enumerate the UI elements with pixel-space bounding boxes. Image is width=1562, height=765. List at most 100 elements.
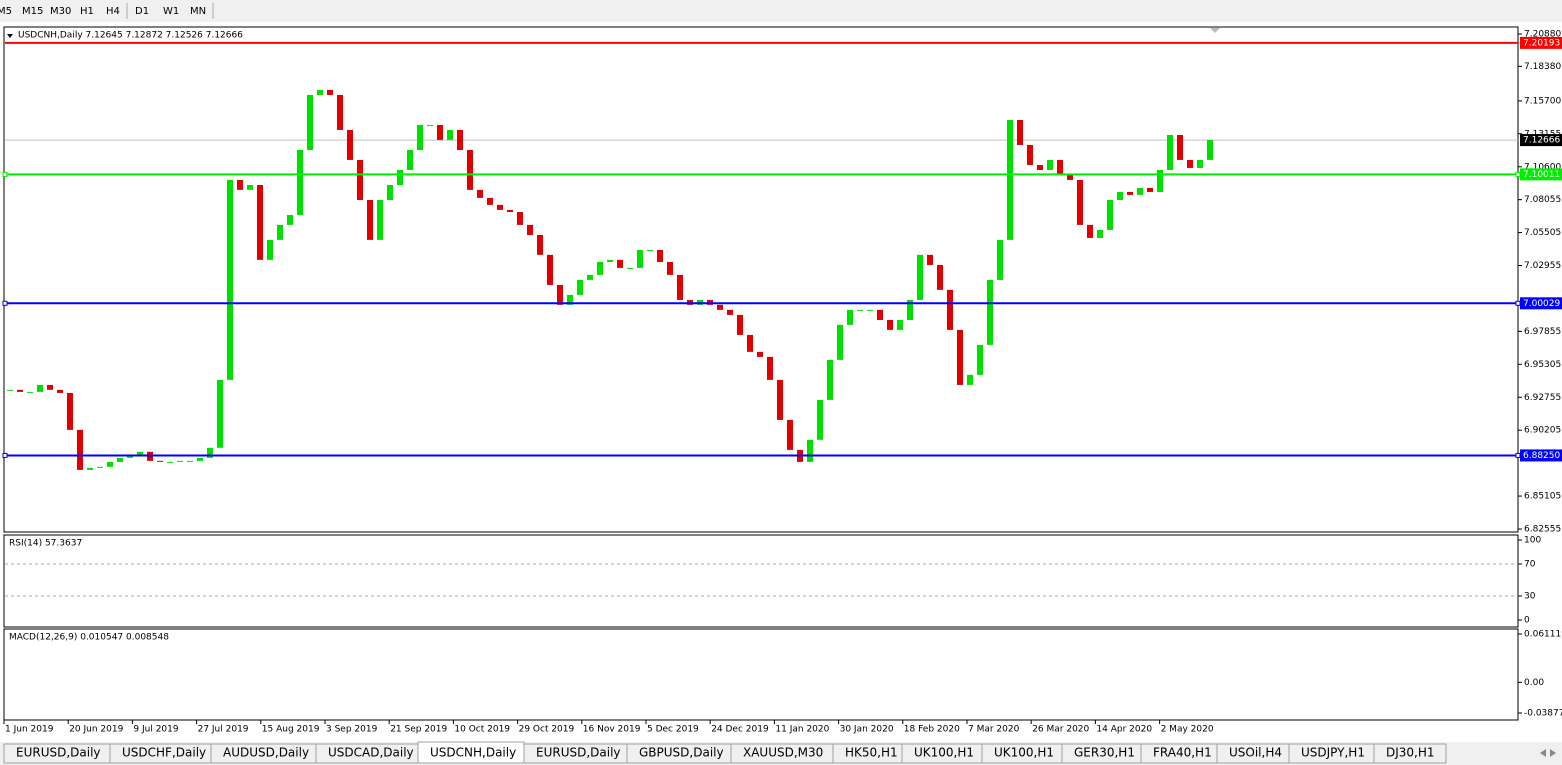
candle [387,184,393,200]
tab-label[interactable]: AUDUSD,Daily [223,746,309,760]
tab-label[interactable]: XAUUSD,M30 [743,746,823,760]
candle [1157,170,1163,192]
tab-label[interactable]: DJ30,H1 [1386,746,1435,760]
tab-label[interactable]: UK100,H1 [994,746,1054,760]
candle [907,299,913,320]
candle [167,461,173,463]
candle [1207,140,1213,160]
level-handle [1515,171,1521,177]
date-label: 26 Mar 2020 [1032,725,1089,735]
candle [617,259,623,268]
candle [967,374,973,385]
tab-label[interactable]: EURUSD,Daily [16,746,101,760]
symbol-info: USDCNH,Daily 7.12645 7.12872 7.12526 7.1… [18,31,243,41]
price-tick-label: 6.97855 [1524,327,1561,337]
macd-title: MACD(12,26,9) 0.010547 0.008548 [9,633,169,643]
tab[interactable] [1373,743,1447,764]
timeframe-button[interactable]: M15 [22,6,43,17]
candle [1027,144,1033,165]
candle [937,264,943,290]
candle [657,249,663,262]
rsi-title: RSI(14) 57.3637 [9,539,82,549]
level-label: 6.88250 [1523,451,1560,461]
candle [57,389,63,393]
price-tick-label: 6.92755 [1524,393,1561,403]
date-label: 14 Apr 2020 [1096,725,1152,735]
tab-label[interactable]: USDCNH,Daily [430,746,516,760]
candle [377,199,383,240]
candle [1057,159,1063,175]
candle [327,89,333,95]
candle [287,214,293,225]
level-handle [2,171,8,177]
price-tick-label: 7.10600 [1524,162,1561,172]
level-handle [1515,300,1521,306]
candle [1187,159,1193,168]
candle [887,319,893,330]
candle [827,359,833,400]
candle [1167,135,1173,171]
candle [207,447,213,458]
candle [547,254,553,285]
candle [317,89,323,95]
candle [527,224,533,235]
price-tick-label: 6.95305 [1524,360,1561,370]
candle [197,457,203,461]
candle [567,294,573,305]
tab-label[interactable]: GER30,H1 [1074,746,1135,760]
candle [477,189,483,198]
timeframe-button[interactable]: D1 [135,6,149,17]
candle [667,261,673,275]
date-label: 9 Jul 2019 [133,725,178,735]
date-label: 11 Jan 2020 [775,725,829,735]
timeframe-button[interactable]: W1 [163,6,179,17]
toolbar [0,0,1562,22]
tab-label[interactable]: USOil,H4 [1229,746,1282,760]
candle [217,379,223,448]
candle [817,399,823,440]
tab-label[interactable]: FRA40,H1 [1153,746,1212,760]
tab-label[interactable]: GBPUSD,Daily [639,746,724,760]
date-label: 3 Sep 2019 [326,725,378,735]
tab-label[interactable]: USDCHF,Daily [122,746,206,760]
timeframe-button[interactable]: M5 [0,6,12,17]
candle [587,274,593,280]
candle [297,149,303,215]
tab-label[interactable]: EURUSD,Daily [536,746,621,760]
timeframe-button[interactable]: M30 [50,6,71,17]
shift-marker [1210,28,1220,33]
price-tick-label: 7.08055 [1524,195,1561,205]
tab-scroll-right[interactable] [1550,749,1556,757]
price-tick-label: 6.85105 [1524,492,1561,502]
level-label-box [1520,297,1562,310]
timeframe-button[interactable]: MN [190,6,206,17]
candle [517,211,523,225]
tab-label[interactable]: USDJPY,H1 [1301,746,1365,760]
date-label: 15 Aug 2019 [262,725,320,735]
candle [917,254,923,300]
candle [1077,179,1083,225]
candle [957,329,963,385]
date-label: 27 Jul 2019 [198,725,249,735]
candle [267,239,273,260]
panel-arrow [7,34,13,38]
tab-label[interactable]: HK50,H1 [845,746,898,760]
candle [947,289,953,330]
candle [507,209,513,212]
candle [727,309,733,315]
candle [747,334,753,352]
price-tick-label: 6.82555 [1524,525,1561,535]
macd-panel [3,628,1519,721]
timeframe-button[interactable]: H4 [106,6,120,17]
tab-scroll-left[interactable] [1540,749,1546,757]
tab-label[interactable]: UK100,H1 [914,746,974,760]
tab-label[interactable]: USDCAD,Daily [328,746,414,760]
candle [807,439,813,462]
candle [157,460,163,462]
candle [117,457,123,462]
level-label: 7.00029 [1523,299,1560,309]
candle [1007,120,1013,240]
candle [277,224,283,240]
timeframe-button[interactable]: H1 [80,6,94,17]
